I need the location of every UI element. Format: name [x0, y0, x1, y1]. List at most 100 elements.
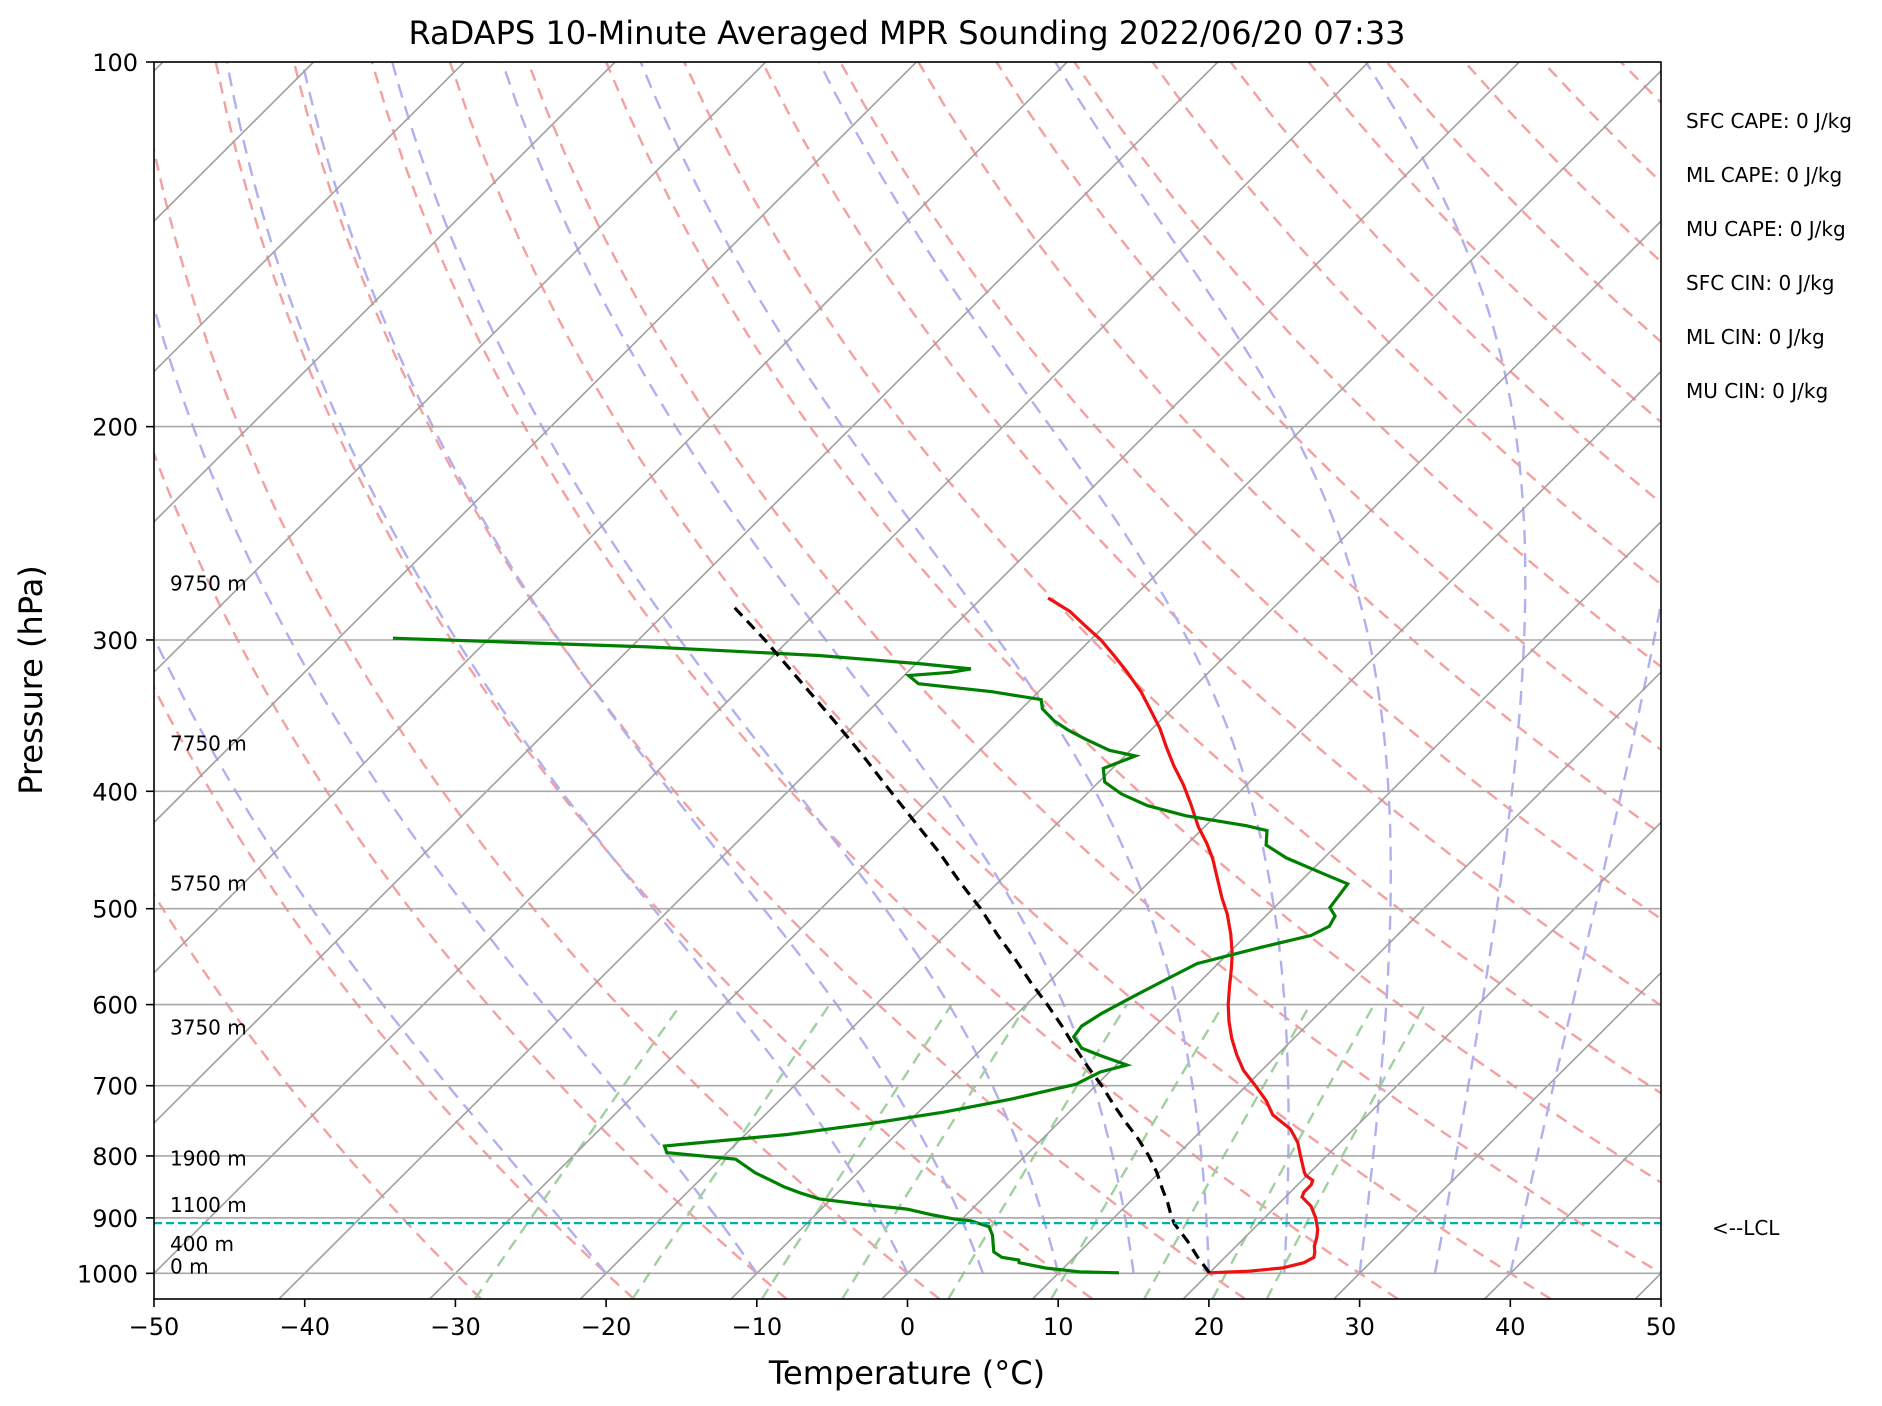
isotherm: [154, 62, 767, 674]
isotherm: [1182, 821, 1661, 1299]
dry-adiabat: [154, 143, 941, 1299]
x-tick-label: 0: [900, 1313, 915, 1341]
isotherm: [154, 62, 1068, 974]
y-tick-label: 200: [92, 414, 138, 442]
x-tick-label: −50: [129, 1313, 180, 1341]
isotherm: [154, 62, 1219, 1125]
dry-adiabat: [370, 62, 1399, 1299]
dry-adiabat: [154, 892, 482, 1299]
moist-adiabat: [301, 62, 985, 1274]
stability-index: SFC CIN: 0 J/kg: [1686, 271, 1834, 295]
x-axis: −50 −40 −30 −20 −10 0 10 20 30 40 50: [129, 1299, 1677, 1341]
stability-index: ML CIN: 0 J/kg: [1686, 325, 1825, 349]
x-tick-label: −10: [731, 1313, 782, 1341]
moist-adiabat: [818, 62, 1290, 1274]
isotherm: [1333, 971, 1661, 1299]
dry-adiabat: [1699, 62, 1882, 1299]
isotherm: [579, 220, 1661, 1299]
x-tick-label: 50: [1646, 1313, 1677, 1341]
dry-adiabat: [214, 62, 1094, 1299]
isotherm: [1484, 1121, 1661, 1299]
dry-adiabat: [1229, 62, 1661, 505]
x-tick-label: 40: [1495, 1313, 1526, 1341]
dry-adiabat: [1073, 62, 1661, 669]
isotherm: [881, 520, 1661, 1299]
mixing-ratio-line: [1143, 1003, 1312, 1299]
y-tick-label: 400: [92, 778, 138, 806]
isotherm: [154, 62, 465, 373]
parcel-profile: [733, 606, 1211, 1274]
isotherm: [1786, 62, 1882, 1299]
mixing-ratio-line: [1050, 1003, 1225, 1299]
dry-adiabat: [917, 62, 1661, 836]
sounding-profiles: [154, 596, 1661, 1275]
dewpoint-profile: [392, 636, 1351, 1275]
x-tick-label: −20: [581, 1313, 632, 1341]
dry-adiabat: [526, 62, 1661, 1275]
chart-title: RaDAPS 10-Minute Averaged MPR Sounding 2…: [408, 14, 1405, 52]
x-tick-label: 20: [1194, 1313, 1225, 1341]
moist-adiabat: [1659, 1268, 1661, 1274]
mixing-ratio-line: [631, 1003, 831, 1299]
y-tick-label: 100: [92, 49, 138, 77]
mixing-ratio-line: [1211, 1004, 1376, 1299]
isotherm: [1031, 670, 1661, 1299]
dry-adiabat: [1619, 62, 1661, 105]
height-label: 7750 m: [170, 731, 247, 755]
dry-adiabat: [1307, 62, 1661, 424]
isotherm: [154, 62, 1370, 1275]
dry-adiabat: [154, 685, 635, 1299]
dry-adiabat: [995, 62, 1661, 752]
y-tick-label: 900: [92, 1205, 138, 1233]
isotherm: [278, 62, 1520, 1299]
isotherm: [154, 62, 616, 523]
moist-adiabat: [1509, 597, 1661, 1274]
y-axis: 100 200 300 400 500 600 700 800 900 1000: [77, 49, 154, 1288]
y-tick-label: 500: [92, 896, 138, 924]
y-tick-label: 300: [92, 627, 138, 655]
moist-adiabat: [225, 62, 909, 1274]
dry-adiabat: [1151, 62, 1661, 586]
dry-adiabat: [761, 62, 1661, 1007]
moist-adiabat: [154, 303, 758, 1274]
isotherm: [730, 370, 1661, 1299]
height-label: 5750 m: [170, 872, 247, 896]
isotherm: [1634, 1272, 1661, 1299]
moist-adiabat: [1364, 62, 1527, 1274]
isotherm: [154, 62, 917, 824]
height-label: 9750 m: [170, 571, 247, 595]
stability-index: MU CAPE: 0 J/kg: [1686, 217, 1846, 241]
dry-adiabat: [1463, 62, 1661, 264]
stability-indices: SFC CAPE: 0 J/kg ML CAPE: 0 J/kg MU CAPE: …: [1686, 109, 1852, 403]
y-tick-label: 1000: [77, 1260, 138, 1288]
lcl-label: <--LCL: [1712, 1216, 1780, 1240]
dry-adiabat: [1541, 62, 1661, 184]
moist-adiabat: [1054, 62, 1392, 1274]
height-label: 3750 m: [170, 1015, 247, 1039]
mixing-ratio-line: [1265, 1004, 1426, 1299]
stability-index: ML CAPE: 0 J/kg: [1686, 163, 1842, 187]
mixing-ratio-line: [473, 1003, 682, 1299]
y-tick-label: 800: [92, 1143, 138, 1171]
height-label: 1100 m: [170, 1193, 247, 1217]
moist-adiabat: [501, 62, 1135, 1274]
height-label: 400 m: [170, 1232, 234, 1256]
height-label: 1900 m: [170, 1147, 247, 1171]
stability-index: MU CIN: 0 J/kg: [1686, 379, 1828, 403]
height-label: 0 m: [170, 1254, 209, 1278]
dry-adiabat: [448, 62, 1552, 1299]
dry-adiabat: [683, 62, 1661, 1095]
x-tick-label: 10: [1043, 1313, 1074, 1341]
x-tick-label: −40: [279, 1313, 330, 1341]
x-axis-label: Temperature (°C): [768, 1354, 1045, 1392]
dry-adiabat: [604, 62, 1661, 1184]
isotherm: [0, 62, 12, 1299]
x-tick-label: −30: [430, 1313, 481, 1341]
y-tick-label: 600: [92, 992, 138, 1020]
isotherm: [429, 69, 1661, 1299]
background-reference-lines: [0, 62, 1882, 1299]
mixing-ratio-line: [841, 1003, 1029, 1299]
stability-index: SFC CAPE: 0 J/kg: [1686, 109, 1852, 133]
